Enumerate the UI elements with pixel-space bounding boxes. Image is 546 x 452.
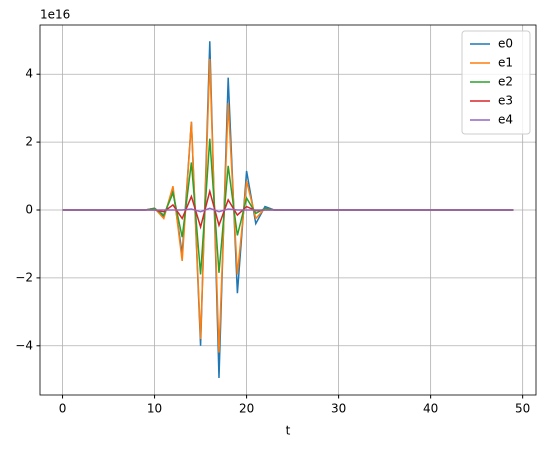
series-line — [62, 207, 514, 213]
x-tick-label: 30 — [331, 402, 346, 416]
legend-label: e1 — [498, 56, 513, 70]
y-tick-label: −2 — [15, 270, 33, 284]
x-tick-label: 10 — [147, 402, 162, 416]
x-axis-label: t — [286, 424, 291, 438]
legend-label: e2 — [498, 75, 513, 89]
x-tick-label: 50 — [515, 402, 530, 416]
series-line — [62, 188, 514, 230]
x-tick-label: 20 — [239, 402, 254, 416]
y-offset-label: 1e16 — [40, 8, 70, 22]
plot-frame — [39, 24, 537, 396]
y-tick-label: 0 — [25, 203, 33, 217]
series-line — [62, 138, 514, 275]
legend-label: e4 — [498, 113, 513, 127]
y-tick-label: −4 — [15, 338, 33, 352]
x-tick-label: 0 — [59, 402, 67, 416]
y-tick-label: 2 — [25, 135, 33, 149]
x-tick-label: 40 — [423, 402, 438, 416]
y-tick-label: 4 — [25, 67, 33, 81]
series-line — [62, 58, 514, 353]
legend-box — [461, 30, 531, 135]
legend-label: e0 — [498, 37, 513, 51]
legend-label: e3 — [498, 94, 513, 108]
